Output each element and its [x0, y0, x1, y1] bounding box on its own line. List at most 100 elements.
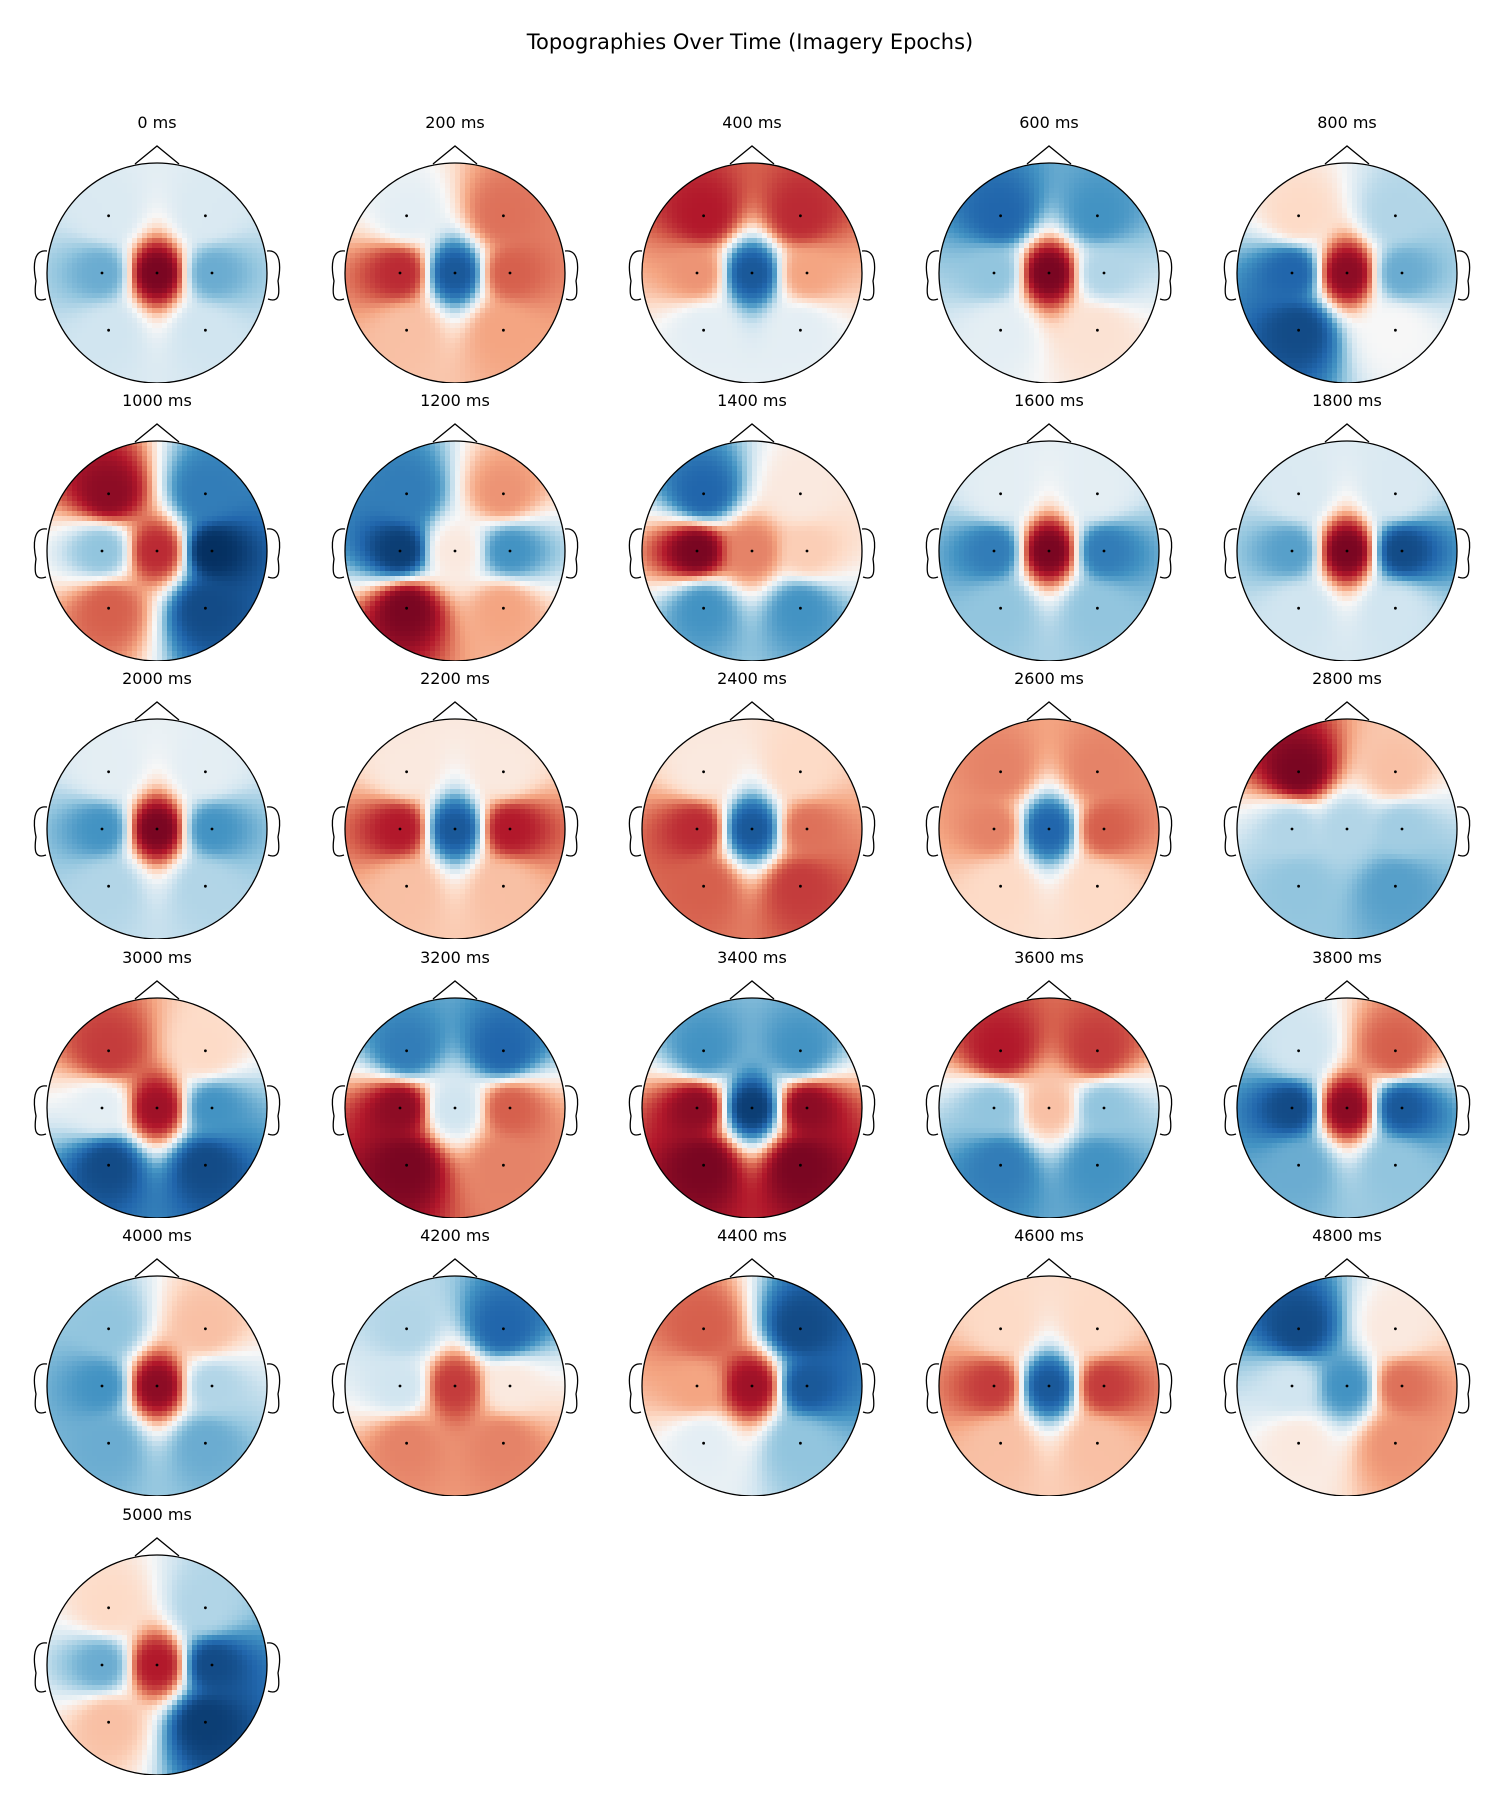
right-ear	[1158, 1085, 1173, 1136]
nose-marker	[729, 145, 775, 165]
sensor-marker	[398, 271, 402, 275]
head-outline	[344, 162, 566, 383]
sensor-marker	[702, 492, 705, 496]
sensor-marker	[999, 1441, 1002, 1445]
sensor-marker	[204, 1049, 207, 1053]
panel-time-label: 2400 ms	[604, 669, 900, 688]
figure-title: Topographies Over Time (Imagery Epochs)	[0, 30, 1500, 54]
sensor-marker	[107, 770, 110, 774]
sensor-marker	[1096, 1441, 1099, 1445]
panel-time-label: 2600 ms	[901, 669, 1197, 688]
sensor-marker	[204, 1441, 207, 1445]
topomap-panel: 3200 ms	[307, 948, 603, 1218]
topomap-panel: 1000 ms	[9, 391, 305, 661]
nose-marker	[729, 423, 775, 443]
nose-marker	[1324, 145, 1370, 165]
panel-time-label: 5000 ms	[9, 1505, 305, 1524]
nose-marker	[1026, 701, 1072, 721]
panel-time-label: 200 ms	[307, 113, 603, 132]
head-outline	[938, 440, 1160, 661]
head-outline	[1236, 162, 1458, 383]
scalp-field	[47, 1276, 267, 1496]
sensor-marker	[799, 770, 802, 774]
left-ear	[628, 528, 643, 579]
nose-marker	[134, 145, 180, 165]
sensor-marker	[405, 884, 408, 888]
sensor-marker	[204, 1606, 207, 1610]
sensor-marker	[1345, 271, 1349, 275]
sensor-marker	[502, 328, 505, 332]
sensor-marker	[1047, 271, 1051, 275]
sensor-marker	[453, 549, 457, 553]
sensor-marker	[702, 1163, 705, 1167]
sensor-marker	[1394, 1163, 1397, 1167]
nose-marker	[1026, 980, 1072, 1000]
scalp-field	[642, 441, 862, 661]
sensor-marker	[1297, 606, 1300, 610]
sensor-marker	[702, 606, 705, 610]
nose-marker	[1324, 701, 1370, 721]
topomap-head	[331, 980, 579, 1218]
nose-marker	[432, 423, 478, 443]
sensor-marker	[508, 549, 512, 553]
sensor-marker	[1394, 214, 1397, 218]
right-ear	[266, 528, 281, 579]
sensor-marker	[398, 827, 402, 831]
sensor-marker	[695, 271, 699, 275]
right-ear	[1456, 1363, 1471, 1414]
left-ear	[628, 1085, 643, 1136]
topomap-head	[331, 145, 579, 383]
topomap-head	[33, 701, 281, 939]
left-ear	[628, 250, 643, 301]
panel-time-label: 800 ms	[1199, 113, 1495, 132]
nose-marker	[1026, 423, 1072, 443]
sensor-marker	[992, 827, 996, 831]
left-ear	[33, 250, 48, 301]
sensor-marker	[1096, 1327, 1099, 1331]
head-outline	[641, 718, 863, 939]
scalp-field	[1237, 719, 1457, 939]
left-ear	[925, 1363, 940, 1414]
left-ear	[628, 1363, 643, 1414]
topomap-head	[628, 701, 876, 939]
left-ear	[1223, 1363, 1238, 1414]
nose-marker	[1324, 423, 1370, 443]
sensor-marker	[992, 271, 996, 275]
sensor-marker	[799, 1163, 802, 1167]
sensor-marker	[107, 1327, 110, 1331]
sensor-marker	[210, 1663, 214, 1667]
sensor-marker	[204, 606, 207, 610]
sensor-marker	[155, 1384, 159, 1388]
sensor-marker	[999, 606, 1002, 610]
topomap-panel: 3000 ms	[9, 948, 305, 1218]
sensor-marker	[1290, 1384, 1294, 1388]
topomap-panel: 3800 ms	[1199, 948, 1495, 1218]
topomap-panel: 5000 ms	[9, 1505, 305, 1775]
head-outline	[344, 1275, 566, 1496]
topomap-head	[331, 701, 579, 939]
sensor-marker	[155, 1106, 159, 1110]
sensor-marker	[204, 328, 207, 332]
topomap-head	[331, 423, 579, 661]
head-outline	[641, 162, 863, 383]
head-outline	[46, 1554, 268, 1775]
topomap-head	[33, 1537, 281, 1775]
sensor-marker	[100, 827, 104, 831]
sensor-marker	[805, 271, 809, 275]
sensor-marker	[805, 1384, 809, 1388]
sensor-marker	[799, 492, 802, 496]
scalp-field	[642, 163, 862, 383]
topomap-panel: 3600 ms	[901, 948, 1197, 1218]
sensor-marker	[502, 770, 505, 774]
scalp-field	[939, 441, 1159, 661]
sensor-marker	[1400, 827, 1404, 831]
topomap-head	[331, 1258, 579, 1496]
topomap-head	[628, 145, 876, 383]
sensor-marker	[398, 1106, 402, 1110]
sensor-marker	[702, 770, 705, 774]
sensor-marker	[405, 214, 408, 218]
sensor-marker	[210, 549, 214, 553]
sensor-marker	[999, 1163, 1002, 1167]
right-ear	[861, 1363, 876, 1414]
